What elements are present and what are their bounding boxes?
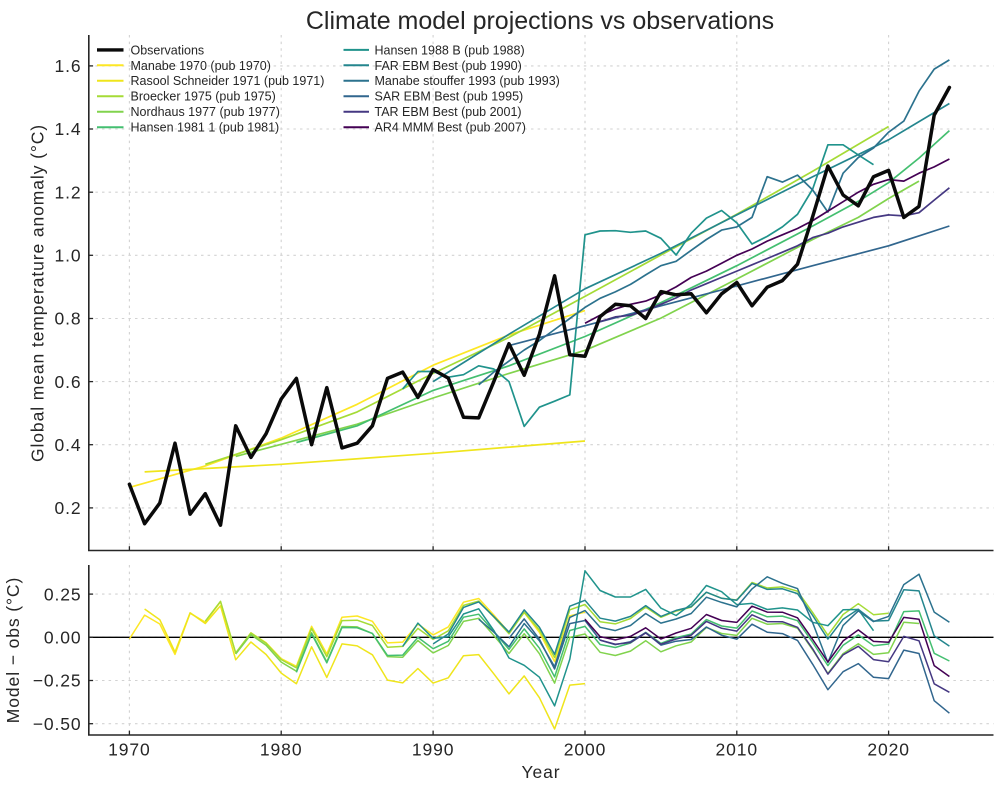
svg-text:2000: 2000 (564, 740, 607, 760)
svg-text:SAR EBM Best (pub 1995): SAR EBM Best (pub 1995) (375, 90, 524, 104)
svg-text:−0.50: −0.50 (33, 714, 82, 734)
svg-text:2020: 2020 (867, 740, 910, 760)
svg-text:0.25: 0.25 (44, 584, 82, 604)
svg-text:Climate model projections vs o: Climate model projections vs observation… (306, 7, 774, 35)
svg-text:2010: 2010 (716, 740, 759, 760)
svg-text:Observations: Observations (131, 43, 205, 57)
svg-text:Manabe 1970 (pub 1970): Manabe 1970 (pub 1970) (131, 59, 271, 73)
svg-text:0.2: 0.2 (54, 498, 81, 518)
svg-text:Rasool Schneider 1971 (pub 197: Rasool Schneider 1971 (pub 1971) (131, 74, 325, 88)
svg-text:1.6: 1.6 (54, 56, 81, 76)
svg-text:Hansen 1988 B (pub 1988): Hansen 1988 B (pub 1988) (375, 43, 525, 57)
svg-text:1.0: 1.0 (54, 246, 81, 266)
svg-text:1.2: 1.2 (54, 182, 81, 202)
svg-text:FAR EBM Best (pub 1990): FAR EBM Best (pub 1990) (375, 59, 522, 73)
svg-text:AR4 MMM Best (pub 2007): AR4 MMM Best (pub 2007) (375, 121, 526, 135)
svg-text:TAR EBM Best (pub 2001): TAR EBM Best (pub 2001) (375, 105, 522, 119)
svg-text:1.4: 1.4 (54, 119, 81, 139)
svg-text:Model − obs (°C): Model − obs (°C) (3, 577, 23, 723)
svg-text:1980: 1980 (260, 740, 303, 760)
svg-text:0.8: 0.8 (54, 309, 81, 329)
svg-text:Year: Year (522, 762, 561, 782)
svg-text:Broecker 1975 (pub 1975): Broecker 1975 (pub 1975) (131, 90, 276, 104)
svg-text:Hansen 1981 1 (pub 1981): Hansen 1981 1 (pub 1981) (131, 121, 280, 135)
svg-text:Nordhaus 1977 (pub 1977): Nordhaus 1977 (pub 1977) (131, 105, 280, 119)
svg-text:Manabe stouffer 1993 (pub 1993: Manabe stouffer 1993 (pub 1993) (375, 74, 560, 88)
svg-text:1970: 1970 (108, 740, 151, 760)
svg-text:−0.25: −0.25 (33, 671, 82, 691)
svg-text:1990: 1990 (412, 740, 455, 760)
svg-text:Global mean temperature anomal: Global mean temperature anomaly (°C) (28, 124, 48, 462)
svg-text:0.4: 0.4 (54, 435, 81, 455)
svg-text:0.6: 0.6 (54, 372, 81, 392)
svg-text:0.00: 0.00 (44, 628, 82, 648)
